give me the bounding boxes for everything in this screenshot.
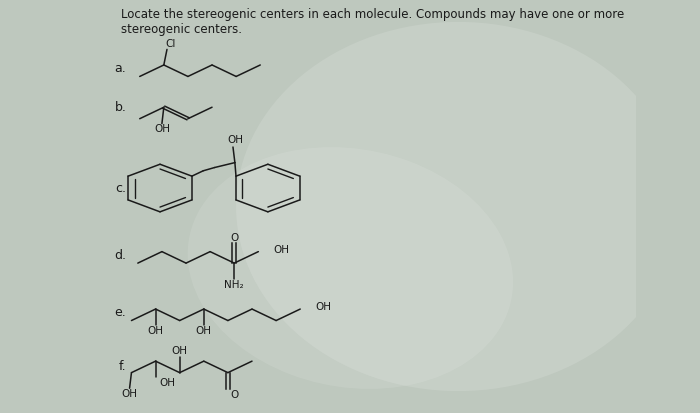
Text: OH: OH (172, 347, 188, 356)
Ellipse shape (188, 147, 513, 389)
Text: c.: c. (116, 182, 127, 195)
Text: d.: d. (114, 249, 127, 261)
Text: O: O (230, 233, 239, 243)
Ellipse shape (236, 22, 680, 391)
Text: O: O (230, 390, 239, 400)
Text: Locate the stereogenic centers in each molecule. Compounds may have one or more
: Locate the stereogenic centers in each m… (120, 7, 624, 36)
Text: OH: OH (196, 326, 212, 336)
Text: OH: OH (159, 378, 175, 388)
Text: OH: OH (227, 135, 243, 145)
Text: OH: OH (148, 326, 164, 336)
Text: NH₂: NH₂ (225, 280, 244, 290)
Text: OH: OH (122, 389, 138, 399)
Text: OH: OH (274, 245, 290, 255)
Text: OH: OH (316, 302, 332, 312)
Text: a.: a. (115, 62, 127, 75)
Text: Cl: Cl (165, 40, 175, 50)
Text: OH: OH (154, 124, 170, 134)
Text: b.: b. (115, 101, 127, 114)
Text: f.: f. (119, 361, 127, 373)
Text: e.: e. (115, 306, 127, 319)
